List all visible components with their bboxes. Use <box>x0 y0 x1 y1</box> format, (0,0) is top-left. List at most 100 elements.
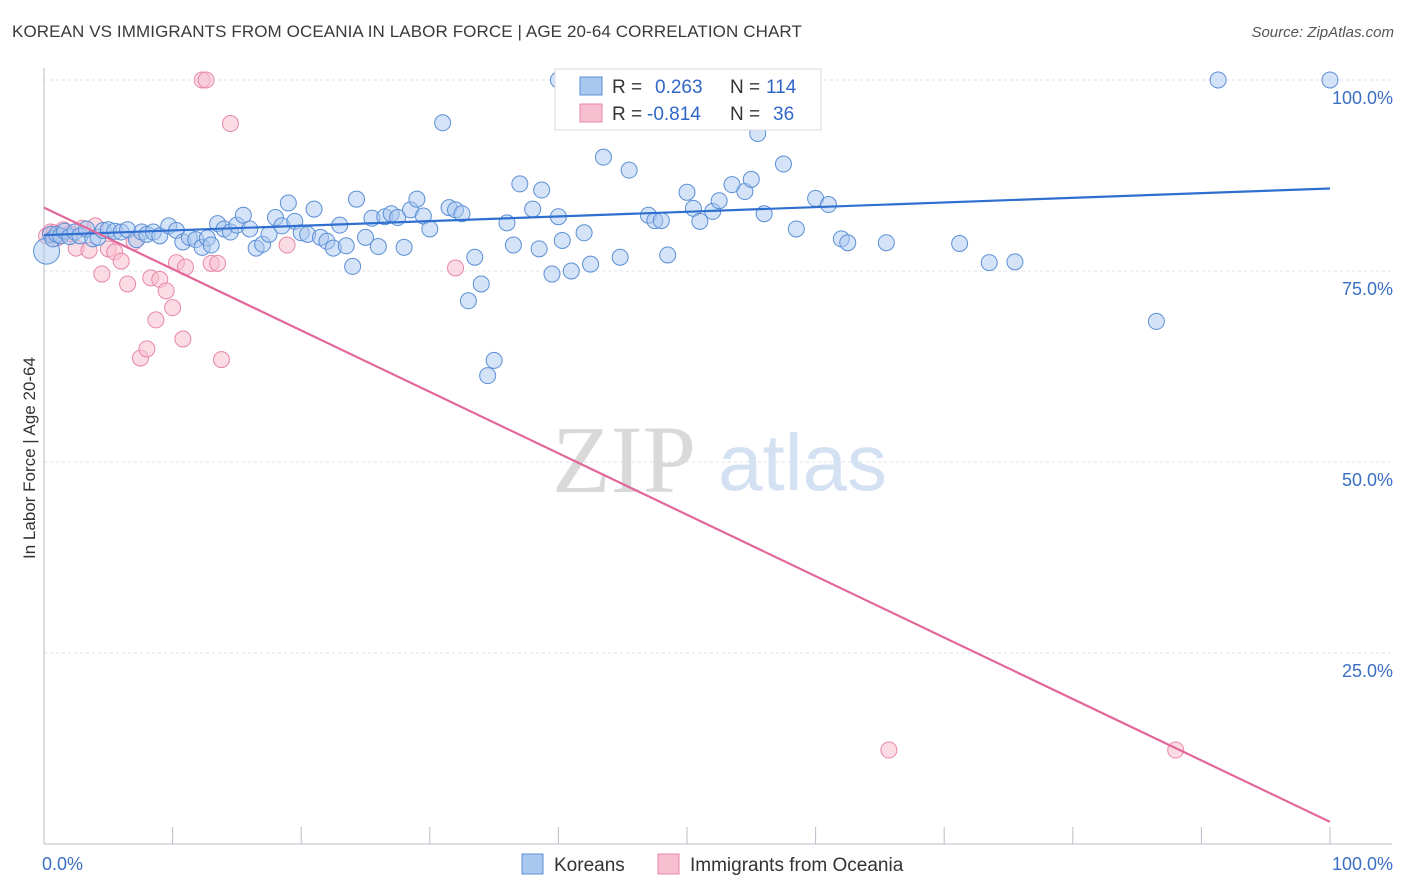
koreans-point <box>511 175 529 193</box>
koreans-point <box>459 292 477 310</box>
koreans-point <box>774 155 792 173</box>
koreans-point <box>678 183 696 201</box>
y-tick-label: 25.0% <box>1342 661 1393 681</box>
oceania-point <box>138 340 156 358</box>
oceania-point <box>174 330 192 348</box>
oceania-point <box>197 71 215 89</box>
koreans-point <box>543 265 561 283</box>
koreans-point <box>710 192 728 210</box>
stats-n-value-1: 114 <box>766 77 797 98</box>
koreans-point <box>530 240 548 258</box>
legend-swatch-koreans <box>521 853 544 875</box>
legend-label-oceania: Immigrants from Oceania <box>690 855 904 876</box>
oceania-point <box>221 115 239 133</box>
koreans-point <box>234 206 252 224</box>
koreans-point <box>819 196 837 214</box>
grid-lines <box>44 79 1392 654</box>
koreans-point <box>787 220 805 238</box>
koreans-point <box>575 224 593 242</box>
oceania-point <box>447 259 465 277</box>
stats-n-label-1: N = <box>730 77 760 98</box>
oceania-point <box>157 282 175 300</box>
koreans-point <box>877 234 895 252</box>
oceania-point <box>112 252 130 270</box>
axes <box>43 68 1392 845</box>
koreans-point <box>337 237 355 255</box>
koreans-point <box>659 246 677 264</box>
koreans-point <box>408 190 426 208</box>
x-tick-labels: 0.0% 100.0% <box>42 854 1393 874</box>
koreans-point <box>369 238 387 256</box>
koreans-point <box>1147 312 1165 330</box>
koreans-point <box>951 234 969 252</box>
koreans-point <box>524 200 542 218</box>
series-legend: Koreans Immigrants from Oceania <box>521 853 904 876</box>
oceania-point <box>212 351 230 369</box>
koreans-point <box>421 220 439 238</box>
koreans-point <box>504 236 522 254</box>
koreans-point <box>594 148 612 166</box>
koreans-point <box>980 254 998 272</box>
koreans-point <box>485 351 503 369</box>
oceania-point <box>164 299 182 317</box>
watermark: ZIP atlas <box>552 406 887 513</box>
koreans-point <box>691 212 709 230</box>
koreans-point <box>305 200 323 218</box>
source-label: Source: ZipAtlas.com <box>1251 24 1394 41</box>
x-tick-label: 100.0% <box>1332 854 1393 874</box>
koreans-point <box>241 220 259 238</box>
koreans-point <box>202 236 220 254</box>
koreans-point <box>742 170 760 188</box>
koreans-point <box>344 257 362 275</box>
koreans-point <box>466 248 484 266</box>
koreans-point <box>434 114 452 132</box>
legend-label-koreans: Koreans <box>554 855 625 876</box>
oceania-trend-line <box>43 206 1331 823</box>
oceania-point <box>93 265 111 283</box>
oceania-point <box>209 254 227 272</box>
y-tick-label: 75.0% <box>1342 279 1393 299</box>
stats-r-label-1: R = <box>612 77 642 98</box>
stats-n-value-2: 36 <box>773 104 794 125</box>
oceania-point <box>278 236 296 254</box>
legend-swatch-oceania <box>657 853 680 875</box>
koreans-point <box>839 234 857 252</box>
oceania-point <box>147 311 165 329</box>
chart-title: KOREAN VS IMMIGRANTS FROM OCEANIA IN LAB… <box>12 22 802 41</box>
koreans-point <box>479 367 497 385</box>
koreans-point <box>652 212 670 230</box>
koreans-trend-line <box>43 187 1331 237</box>
y-tick-labels: 100.0% 75.0% 50.0% 25.0% <box>1332 88 1393 681</box>
koreans-point <box>1321 71 1339 89</box>
stats-r-label-2: R = <box>612 104 642 125</box>
koreans-point <box>357 228 374 246</box>
x-tick-label: 0.0% <box>42 854 83 874</box>
koreans-point <box>279 194 297 212</box>
oceania-point <box>119 275 137 293</box>
koreans-point <box>611 248 629 266</box>
koreans-point <box>582 255 600 273</box>
koreans-point <box>472 275 490 293</box>
koreans-point <box>1209 71 1227 89</box>
watermark-zip: ZIP <box>552 406 696 513</box>
oceania-point <box>880 741 898 759</box>
koreans-swatch <box>579 76 603 96</box>
y-tick-label: 50.0% <box>1342 470 1393 490</box>
koreans-point <box>562 262 580 280</box>
oceania-swatch <box>579 103 603 123</box>
stats-n-label-2: N = <box>730 104 760 125</box>
y-axis-title: In Labor Force | Age 20-64 <box>20 357 39 559</box>
y-tick-label: 100.0% <box>1332 88 1393 108</box>
stats-r-value-2: -0.814 <box>647 104 701 125</box>
koreans-point <box>1006 253 1024 271</box>
koreans-point <box>553 231 571 249</box>
koreans-point <box>533 181 551 199</box>
koreans-point <box>395 238 413 256</box>
stats-legend: R = 0.263 N = 114 R = -0.814 N = 36 <box>554 68 822 131</box>
koreans-point <box>620 161 638 179</box>
trend-lines <box>43 187 1331 823</box>
koreans-point <box>453 205 471 223</box>
stats-r-value-1: 0.263 <box>655 77 703 98</box>
koreans-point <box>347 190 365 208</box>
